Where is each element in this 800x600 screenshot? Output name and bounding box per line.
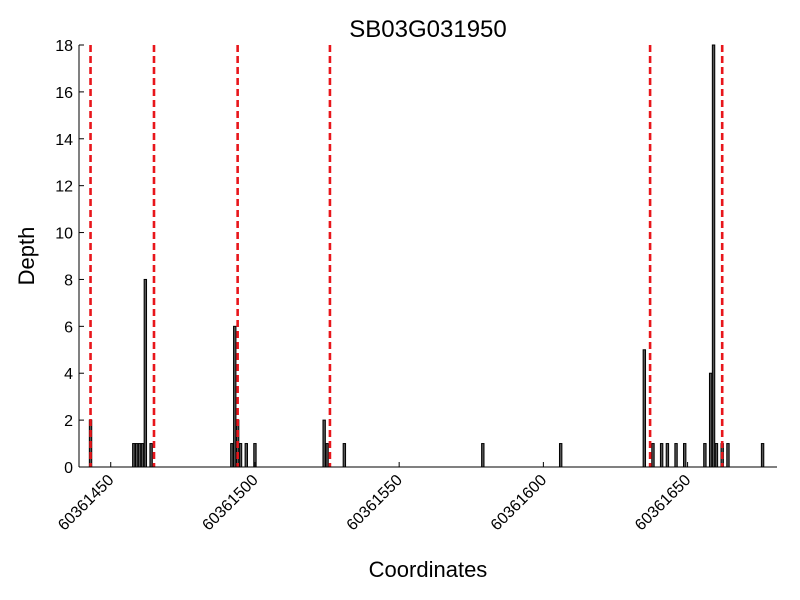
y-tick-label: 18 [55,38,73,55]
y-axis-title: Depth [14,227,39,286]
depth-bar [708,372,713,468]
y-tick-label: 10 [55,226,73,243]
depth-bar [233,325,237,468]
x-tick-label: 60361450 [55,472,117,534]
depth-bar [149,443,153,468]
depth-bar [134,443,139,468]
depth-bar [703,443,707,468]
y-tick-label: 16 [55,85,73,102]
depth-bar [481,443,485,468]
depth-bar [325,443,329,468]
x-tick-label: 60361550 [344,472,406,534]
depth-bar [558,443,563,468]
depth-bar [714,443,719,468]
depth-bar [132,443,136,468]
depth-bar [238,443,243,468]
depth-bar [642,349,647,468]
depth-bar [244,443,248,468]
depth-bar [230,443,234,468]
x-axis-title: Coordinates [369,557,488,582]
depth-bar [143,278,148,468]
depth-bar [683,443,687,468]
y-tick-label: 6 [64,319,73,336]
depth-bar [665,443,670,468]
y-tick-label: 12 [55,179,73,196]
y-tick-label: 4 [64,366,73,383]
depth-bar [342,443,347,468]
depth-bar [322,419,326,468]
y-tick-label: 14 [55,132,73,149]
y-tick-label: 8 [64,272,73,289]
depth-bars [88,44,765,468]
depth-bar [659,443,664,468]
depth-bar [140,443,145,468]
x-tick-label: 60361600 [488,472,550,534]
depth-bar [674,443,678,468]
depth-bar [651,443,655,468]
chart-title: SB03G031950 [349,16,506,43]
y-tick-label: 0 [64,460,73,477]
exon-boundary-lines [89,45,724,467]
x-tick-label: 60361650 [632,472,694,534]
x-tick-label: 60361500 [199,472,261,534]
depth-bar [760,443,765,468]
y-tick-label: 2 [64,413,73,430]
depth-bar [137,443,142,468]
depth-bar [726,443,730,468]
depth-bar [711,44,716,468]
